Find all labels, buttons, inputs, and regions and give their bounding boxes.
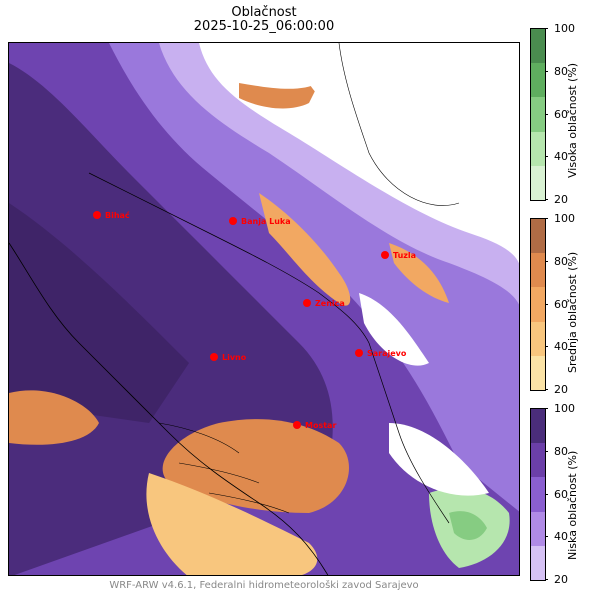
cloud-cover-map: Bihać Banja Luka Tuzla Zenica Sarajevo Livno M… [8, 42, 520, 576]
city-label: Sarajevo [367, 349, 407, 358]
country-border [88, 172, 450, 524]
colorbar-segment [531, 355, 545, 390]
island-1 [158, 422, 240, 454]
colorbar-tick: 100 [545, 213, 575, 224]
high-cloud-colorbar [530, 28, 546, 201]
colorbar-segment [531, 29, 545, 64]
colorbar-tick: 80 [545, 66, 568, 77]
colorbar-tick: 40 [545, 151, 568, 162]
city-dot [210, 353, 218, 361]
footer-credit: WRF-ARW v4.6.1, Federalni hidrometeorolo… [109, 580, 419, 591]
colorbar-tick: 20 [545, 384, 568, 395]
city-dot [293, 421, 301, 429]
colorbar-segment [531, 409, 545, 444]
colorbar-segment [531, 97, 545, 132]
mid-cloud-north [239, 83, 319, 109]
high-cloud-label: Visoka oblačnost (%) [566, 62, 579, 178]
colorbar-segment [531, 219, 545, 254]
colorbar-tick: 20 [545, 574, 568, 585]
low-cloud-label: Niska oblačnost (%) [566, 450, 579, 560]
colorbar-segment [531, 253, 545, 288]
colorbar-tick: 100 [545, 23, 575, 34]
map-timestamp: 2025-10-25_06:00:00 [193, 19, 335, 34]
colorbar-segment [531, 287, 545, 322]
city-label: Bihać [105, 210, 130, 220]
city-dot [93, 211, 101, 219]
colorbar-tick: 80 [545, 446, 568, 457]
mid-cloud-west [9, 390, 99, 445]
colorbar-segment [531, 443, 545, 478]
city-label: Mostar [305, 421, 336, 430]
colorbar-tick: 40 [545, 531, 568, 542]
colorbar-segment [531, 511, 545, 546]
low-cloud-colorbar [530, 408, 546, 581]
mid-cloud-colorbar [530, 218, 546, 391]
low-cloud-core [9, 203, 189, 423]
colorbar-tick: 60 [545, 299, 568, 310]
island-2 [178, 462, 260, 484]
city-label: Zenica [315, 299, 345, 308]
clear-central [359, 293, 429, 366]
mid-cloud-south [146, 473, 318, 575]
coastline [9, 242, 329, 575]
map-canvas: Bihać Banja Luka Tuzla Zenica Sarajevo Livno M… [9, 43, 519, 575]
city-dot [355, 349, 363, 357]
colorbar-segment [531, 545, 545, 580]
colorbar-tick: 100 [545, 403, 575, 414]
clear-north [289, 43, 519, 223]
city-dot [229, 217, 237, 225]
colorbar-segment [531, 165, 545, 200]
colorbar-tick: 60 [545, 489, 568, 500]
mid-cloud-mostar [162, 419, 349, 513]
city-markers: Bihać Banja Luka Tuzla Zenica Sarajevo Livno M… [93, 210, 416, 430]
city-dot [303, 299, 311, 307]
city-label: Banja Luka [241, 217, 291, 226]
mid-cloud-banjaluka [259, 193, 351, 306]
island-3 [208, 492, 290, 514]
high-cloud-core [449, 511, 487, 540]
colorbar-segment [531, 131, 545, 166]
city-dot [381, 251, 389, 259]
mid-cloud-label: Srednja oblačnost (%) [566, 251, 579, 373]
colorbar-tick: 80 [545, 256, 568, 267]
colorbar-segment [531, 63, 545, 98]
colorbar-tick: 60 [545, 109, 568, 120]
city-label: Livno [222, 353, 247, 362]
map-title: Oblačnost [231, 5, 297, 20]
clear-east [389, 423, 489, 496]
colorbar-segment [531, 477, 545, 512]
colorbar-tick: 20 [545, 194, 568, 205]
mid-cloud-east [389, 243, 449, 303]
colorbar-tick: 40 [545, 341, 568, 352]
colorbar-segment [531, 321, 545, 356]
city-label: Tuzla [393, 251, 416, 260]
